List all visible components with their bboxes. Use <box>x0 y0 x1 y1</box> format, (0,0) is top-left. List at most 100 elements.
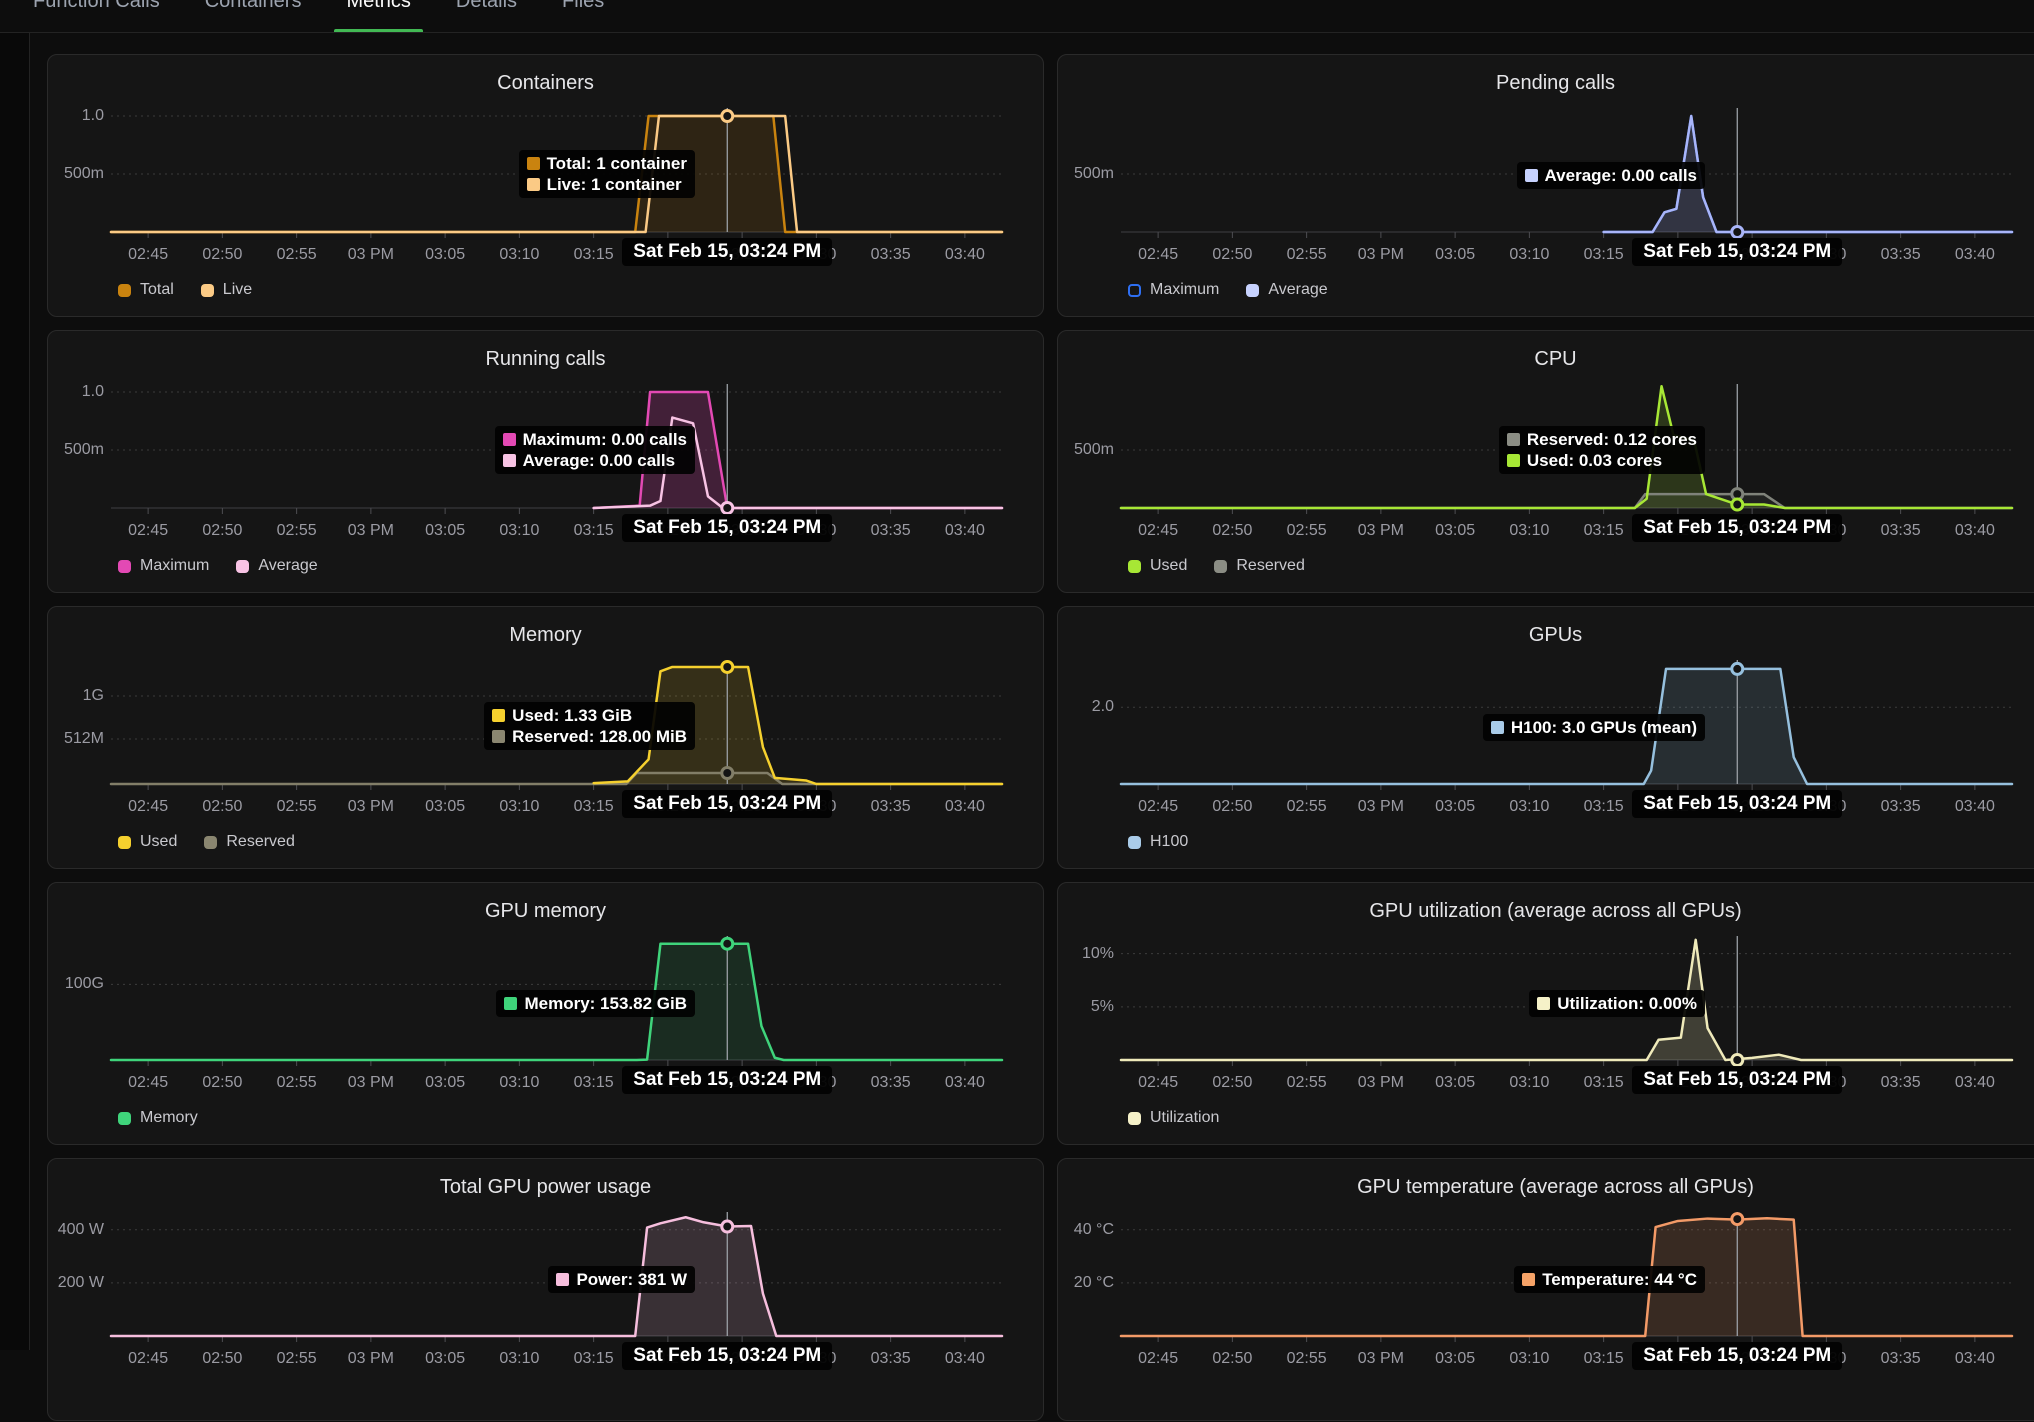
active-tab-underline <box>334 29 423 32</box>
y-axis-label: 512M <box>63 729 104 747</box>
legend-item-reserved[interactable]: Reserved <box>204 833 295 851</box>
x-axis-label: 03:05 <box>1435 798 1476 815</box>
plot-area[interactable] <box>48 1159 1045 1422</box>
legend-item-total[interactable]: Total <box>118 281 174 299</box>
x-axis-label: 03:40 <box>1954 522 1995 539</box>
value-tooltip: Reserved: 0.12 cores Used: 0.03 cores <box>1498 426 1705 474</box>
legend-label: Used <box>140 833 178 850</box>
hover-marker-dot <box>720 659 735 674</box>
value-tooltip: Memory: 153.82 GiB <box>496 990 695 1017</box>
date-tooltip: Sat Feb 15, 03:24 PM <box>622 1066 833 1094</box>
legend-item-h100[interactable]: H100 <box>1128 833 1188 851</box>
plot-area[interactable] <box>48 883 1045 1146</box>
legend: Maximum Average <box>1128 281 1328 299</box>
chart-card: CPU Reserved: 0.12 cores Used: 0.03 cores… <box>1057 330 2034 593</box>
tooltip-row: Average: 0.00 calls <box>502 450 687 471</box>
tooltip-series-swatch <box>526 157 540 170</box>
legend: Maximum Average <box>118 557 318 575</box>
x-axis-label: 02:50 <box>1212 1350 1253 1367</box>
tooltip-series-swatch <box>1524 169 1538 182</box>
x-axis-label: 02:55 <box>276 246 317 263</box>
tooltip-row: Temperature: 44 °C <box>1522 1269 1697 1290</box>
legend-item-used[interactable]: Used <box>1128 557 1187 575</box>
x-axis-label: 03:15 <box>573 1074 614 1091</box>
x-axis-label: 02:50 <box>202 1074 243 1091</box>
y-axis-label: 40 °C <box>1073 1220 1114 1238</box>
legend-item-reserved[interactable]: Reserved <box>1214 557 1305 575</box>
plot-area[interactable] <box>48 331 1045 594</box>
tooltip-row: Live: 1 container <box>526 174 687 195</box>
x-axis-label: 03:05 <box>425 1074 466 1091</box>
legend-swatch <box>118 559 131 573</box>
x-axis-label: 03:10 <box>499 1074 540 1091</box>
tab-metrics[interactable]: Metrics <box>334 0 423 32</box>
plot-area[interactable] <box>1058 607 2034 870</box>
legend-item-average[interactable]: Average <box>236 557 318 575</box>
x-axis-label: 03:35 <box>870 1074 911 1091</box>
charts-grid: Containers Total: 1 container Live: 1 con… <box>47 54 2034 1421</box>
y-axis-label: 1.0 <box>81 107 104 125</box>
x-axis-label: 02:55 <box>1286 1074 1327 1091</box>
date-tooltip: Sat Feb 15, 03:24 PM <box>622 790 833 818</box>
series-line-reserved <box>109 771 1004 786</box>
x-axis-label: 02:45 <box>1138 1350 1179 1367</box>
x-axis-label: 02:55 <box>1286 246 1327 263</box>
x-axis-label: 03:05 <box>425 246 466 263</box>
legend: H100 <box>1128 833 1188 851</box>
x-axis-label: 03:10 <box>499 1350 540 1367</box>
legend-item-used[interactable]: Used <box>118 833 177 851</box>
tab-details[interactable]: Details <box>455 0 518 32</box>
series-line-average <box>592 416 1004 510</box>
plot-area[interactable] <box>48 607 1045 870</box>
x-axis-label: 03:15 <box>1583 1074 1624 1091</box>
tab-containers[interactable]: Containers <box>205 0 302 32</box>
tooltip-series-swatch <box>1506 433 1520 446</box>
date-tooltip: Sat Feb 15, 03:24 PM <box>622 1342 833 1370</box>
x-axis-label: 03:35 <box>870 246 911 263</box>
hover-marker-dot <box>720 501 735 515</box>
legend-item-maximum[interactable]: Maximum <box>118 557 209 575</box>
tab-label: Metrics <box>346 0 411 12</box>
x-axis-label: 03:15 <box>573 798 614 815</box>
tooltip-row: Total: 1 container <box>526 153 687 174</box>
series-line-used <box>592 665 1004 786</box>
legend-label: Reserved <box>226 833 295 850</box>
value-tooltip: H100: 3.0 GPUs (mean) <box>1482 714 1705 741</box>
tab-files[interactable]: Files <box>562 0 604 32</box>
tab-label: Details <box>455 0 518 12</box>
legend-item-utilization[interactable]: Utilization <box>1128 1109 1219 1127</box>
legend-label: Live <box>222 281 253 298</box>
date-tooltip: Sat Feb 15, 03:24 PM <box>1632 1342 1843 1370</box>
x-axis-label: 03:35 <box>870 522 911 539</box>
legend-label: Memory <box>140 1109 198 1126</box>
legend-swatch <box>200 283 214 297</box>
chart-title: CPU <box>1534 348 1577 370</box>
series-line-utilization <box>1119 938 2014 1062</box>
x-axis-label: 03:40 <box>944 1074 985 1091</box>
tab-function-calls[interactable]: Function Calls <box>33 0 160 32</box>
date-tooltip: Sat Feb 15, 03:24 PM <box>1632 790 1843 818</box>
hover-marker-dot <box>1730 497 1745 512</box>
hover-marker-dot <box>1730 1212 1745 1227</box>
legend-item-average[interactable]: Average <box>1246 281 1328 299</box>
y-axis-label: 400 W <box>57 1220 104 1238</box>
x-axis-label: 03 PM <box>1357 246 1404 263</box>
x-axis-label: 02:45 <box>128 798 169 815</box>
x-axis-label: 03 PM <box>1357 798 1404 815</box>
legend-label: Maximum <box>140 557 210 574</box>
y-axis-label: 500m <box>1073 441 1114 458</box>
legend-item-maximum[interactable]: Maximum <box>1128 281 1219 299</box>
tooltip-series-swatch <box>502 433 516 446</box>
value-tooltip: Utilization: 0.00% <box>1529 990 1705 1017</box>
legend: Used Reserved <box>1128 557 1305 575</box>
x-axis-label: 03:35 <box>870 798 911 815</box>
legend-label: Maximum <box>1150 281 1220 298</box>
legend-item-memory[interactable]: Memory <box>118 1109 198 1127</box>
tooltip-row: H100: 3.0 GPUs (mean) <box>1490 717 1697 738</box>
tooltip-series-swatch <box>1522 1273 1536 1286</box>
x-axis-label: 03 PM <box>347 522 394 539</box>
y-axis-label: 10% <box>1081 944 1114 962</box>
x-axis-label: 03:10 <box>499 798 540 815</box>
legend-swatch <box>1128 559 1141 573</box>
legend-item-live[interactable]: Live <box>200 281 253 299</box>
